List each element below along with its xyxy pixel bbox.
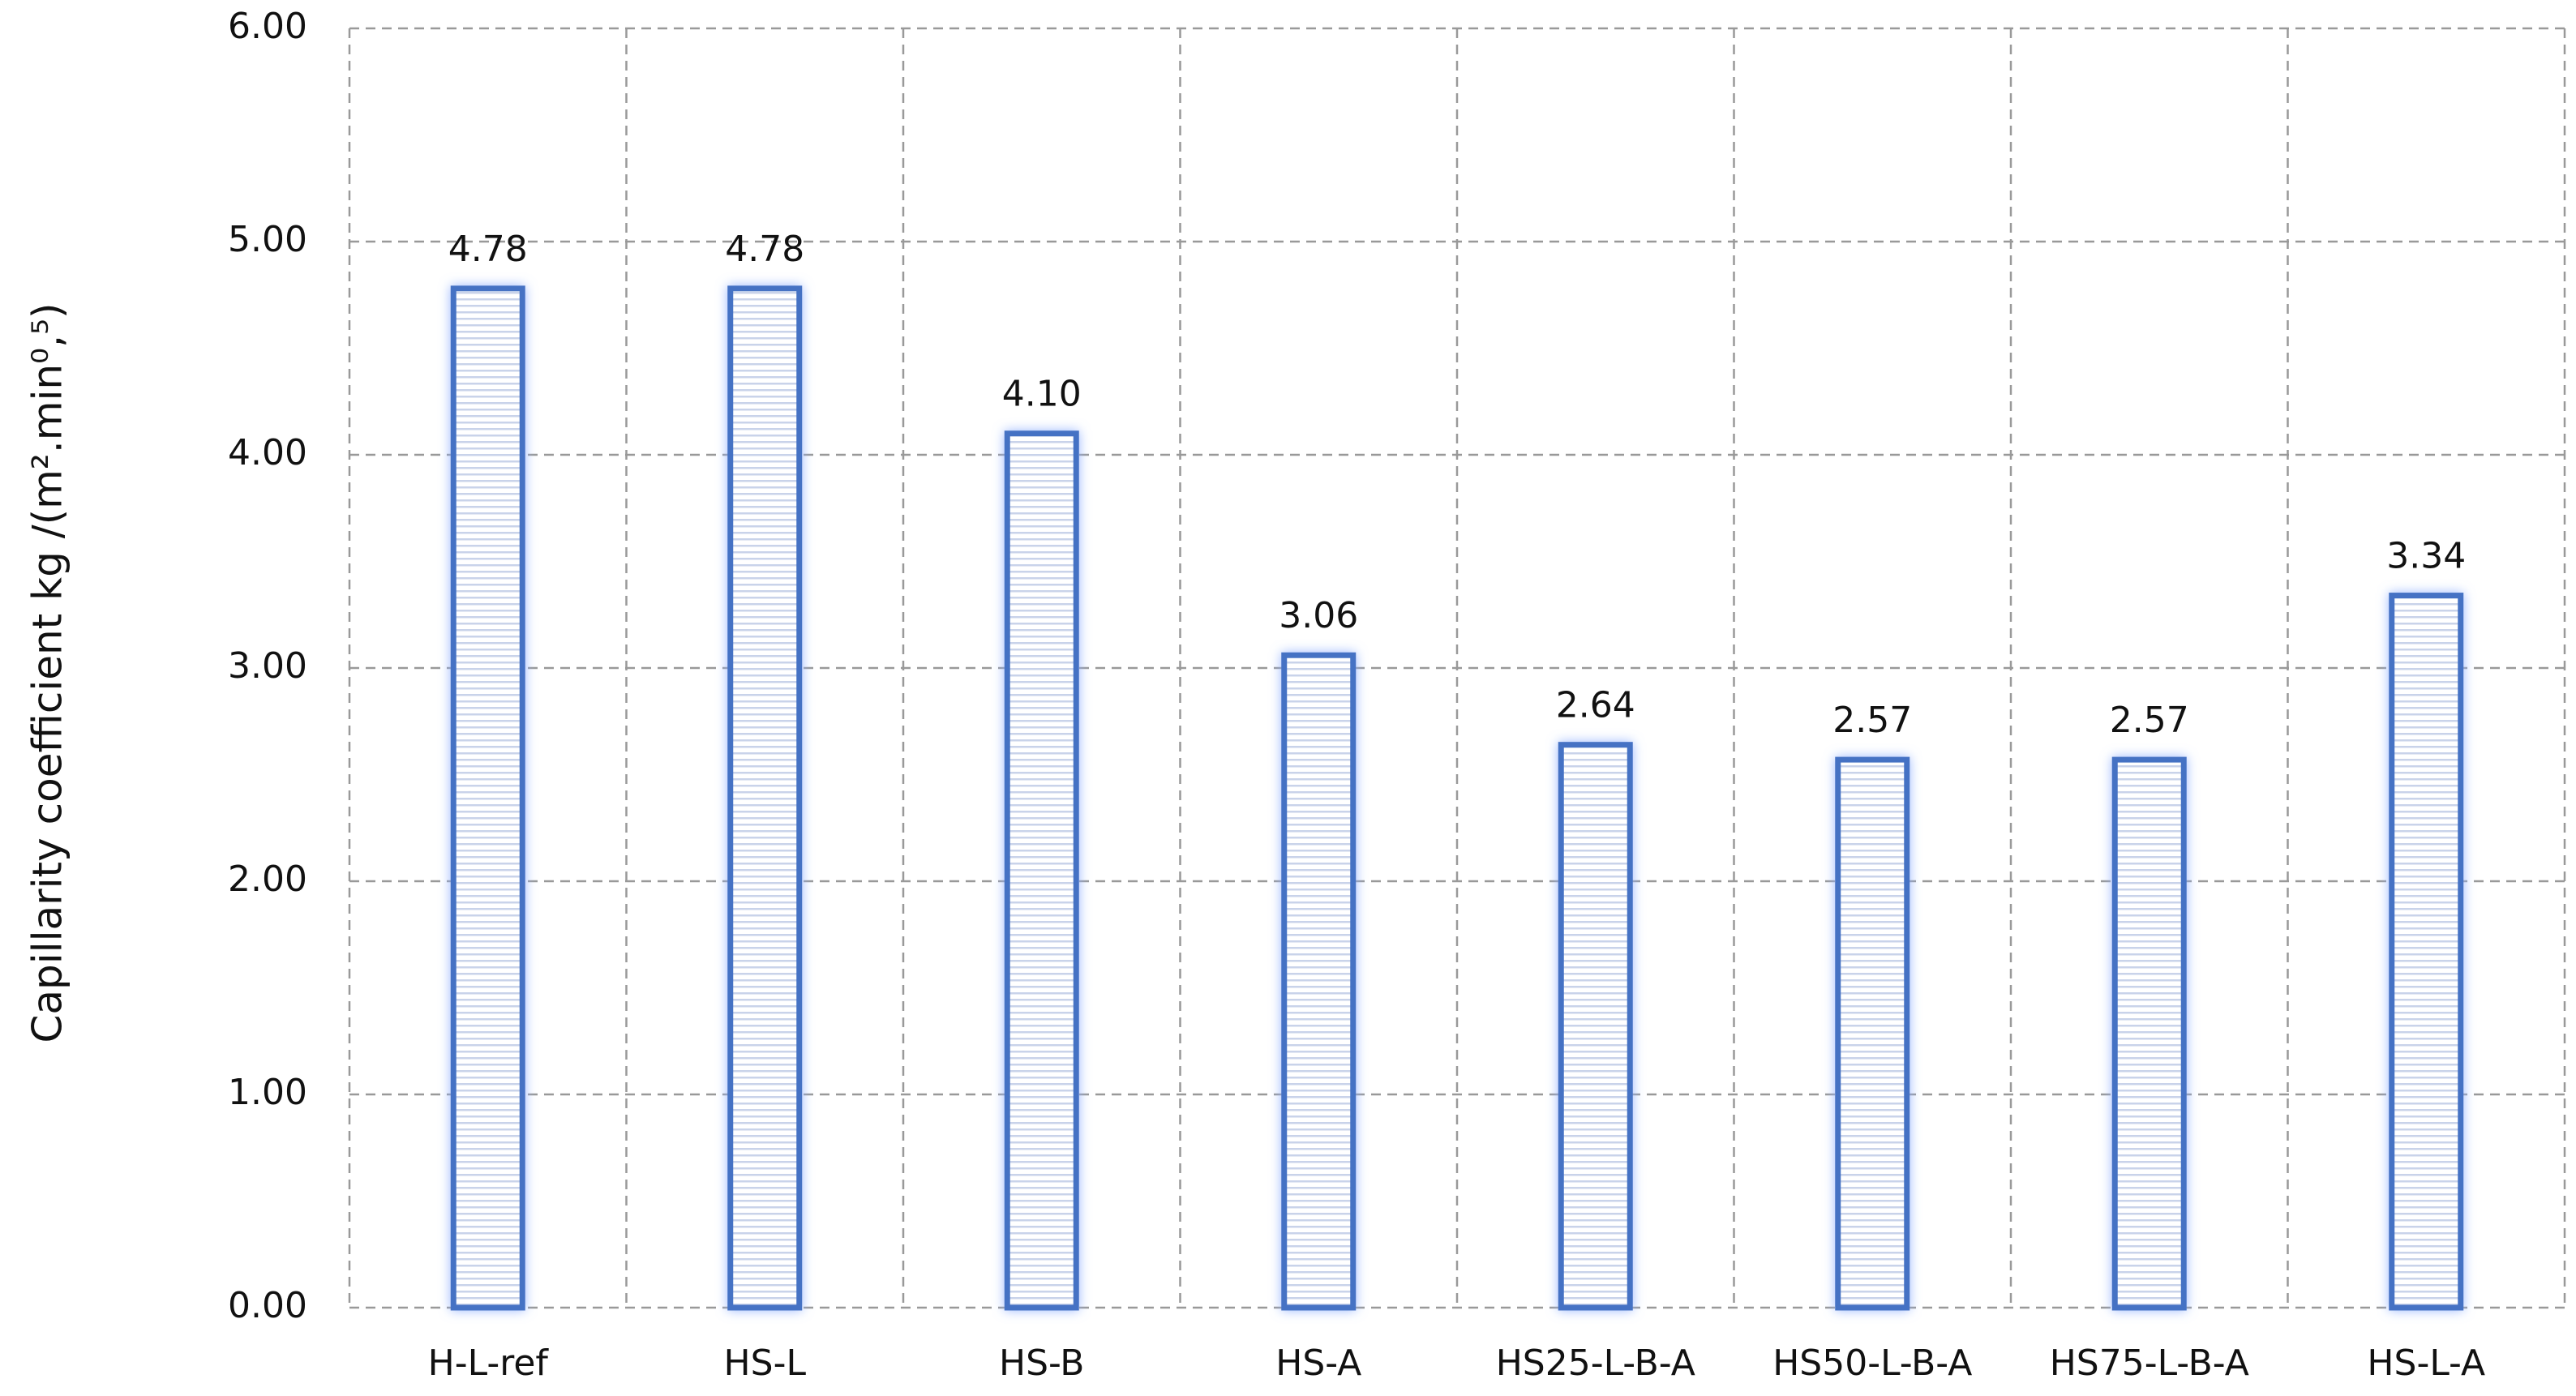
x-tick-label: HS-L: [724, 1342, 807, 1384]
value-label: 4.10: [1002, 374, 1082, 415]
bar: [1004, 430, 1079, 1311]
value-label: 2.57: [2110, 700, 2189, 741]
bar: [2111, 756, 2187, 1311]
y-tick-label: 4.00: [228, 432, 307, 473]
value-label: 4.78: [448, 229, 528, 270]
x-tick-label: HS-L-A: [2367, 1342, 2485, 1384]
x-tick-label: HS75-L-B-A: [2050, 1342, 2249, 1384]
bar: [1835, 756, 1910, 1311]
y-axis-label: Capillarity coefficient kg /(m².min⁰,⁵): [24, 302, 71, 1043]
bar: [2389, 593, 2464, 1311]
x-tick-label: H-L-ref: [428, 1342, 550, 1384]
bar: [1281, 652, 1357, 1311]
bar: [1558, 742, 1633, 1311]
x-tick-label: HS50-L-B-A: [1772, 1342, 1972, 1384]
value-label: 3.06: [1279, 595, 1358, 636]
y-tick-label: 1.00: [228, 1072, 307, 1113]
y-tick-label: 3.00: [228, 645, 307, 687]
x-tick-label: HS-B: [999, 1342, 1085, 1384]
value-label: 2.64: [1556, 685, 1635, 726]
value-label: 4.78: [725, 229, 804, 270]
y-tick-label: 0.00: [228, 1285, 307, 1326]
value-label: 3.34: [2386, 536, 2466, 577]
bar: [727, 285, 803, 1311]
y-tick-label: 6.00: [228, 6, 307, 47]
value-label: 2.57: [1832, 700, 1912, 741]
x-tick-label: HS25-L-B-A: [1496, 1342, 1695, 1384]
x-tick-label: HS-A: [1275, 1342, 1361, 1384]
y-tick-label: 5.00: [228, 219, 307, 260]
y-tick-label: 2.00: [228, 859, 307, 900]
bar: [450, 285, 525, 1311]
